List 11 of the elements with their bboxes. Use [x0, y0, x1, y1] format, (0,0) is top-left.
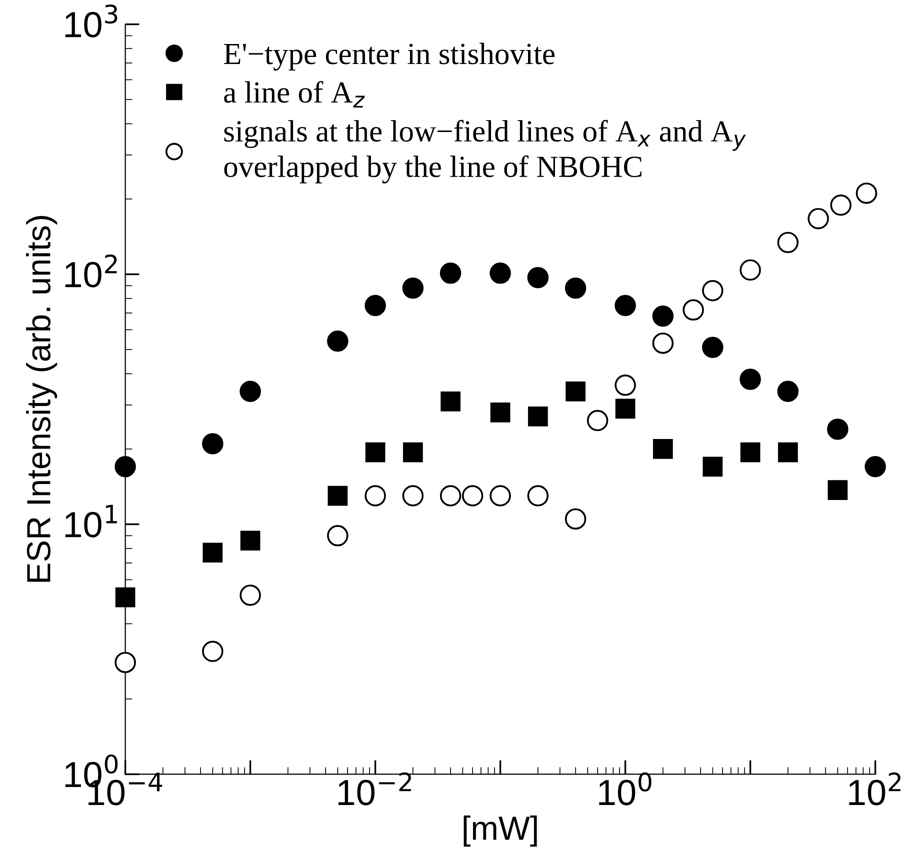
x-tick-label: 10$^{2}$ [849, 772, 900, 806]
y-tick-label: 10$^{2}$ [65, 254, 117, 288]
y-tick-label: 10$^{3}$ [65, 4, 118, 38]
x-axis-title: [mW] [464, 816, 537, 847]
x-tick-label: 10$^{0}$ [599, 772, 652, 806]
legend-label: a line of A$_{z}$ [224, 80, 365, 108]
x-tick-label: 10$^{−2}$ [338, 772, 412, 806]
y-tick-label: 10$^{1}$ [65, 504, 117, 538]
legend-label: E'−type center in stishovite [224, 42, 554, 71]
y-axis-title: ESR Intensity (arb. units) [26, 216, 58, 582]
text: signals at the low−field lines of A$_{x}$ and A$_{y}$ overlapped by the line of NBOHC [224, 120, 746, 184]
